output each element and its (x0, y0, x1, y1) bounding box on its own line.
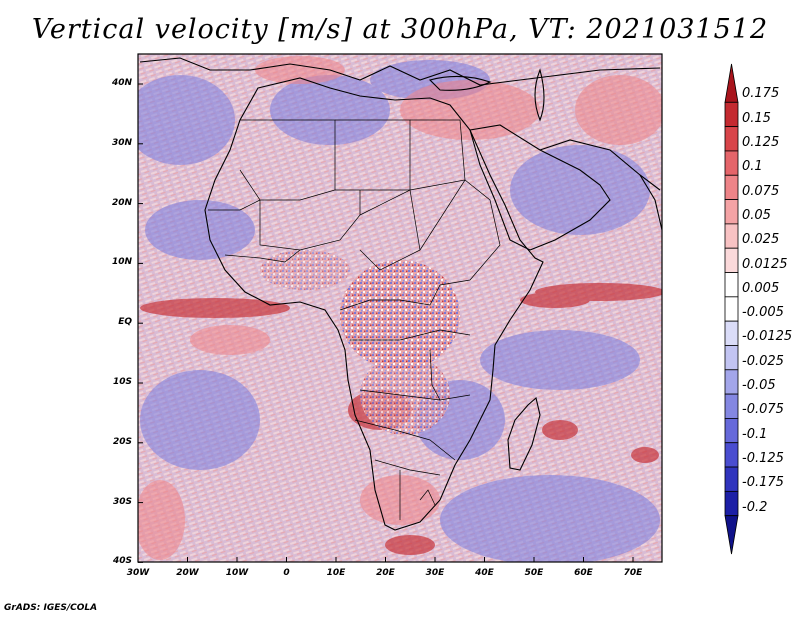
colorbar-swatch (724, 515, 739, 555)
lon-label: 20W (176, 568, 199, 578)
colorbar-label: 0.05 (742, 207, 771, 223)
colorbar-label: 0.075 (742, 183, 780, 199)
colorbar-swatch (724, 63, 739, 103)
colorbar-label: 0.025 (742, 232, 780, 248)
colorbar-label: -0.175 (742, 475, 784, 491)
lon-label: 50E (524, 568, 544, 578)
lon-label: 10W (225, 568, 249, 578)
colorbar-swatch (724, 345, 739, 371)
colorbar-swatch (724, 296, 739, 322)
colorbar-swatch (724, 174, 739, 200)
lon-label: 30W (126, 568, 150, 578)
colorbar (724, 63, 739, 555)
colorbar-swatch (724, 418, 739, 444)
colorbar-label: 0.1 (742, 159, 763, 175)
colorbar-label: -0.2 (742, 499, 768, 515)
lat-label: 10S (112, 377, 132, 387)
country-borders (208, 119, 501, 520)
colorbar-label: 0.15 (742, 110, 771, 126)
colorbar-swatch (724, 393, 739, 419)
colorbar-swatch (724, 150, 739, 176)
lon-label: 60E (574, 568, 593, 578)
colorbar-swatch (724, 490, 739, 517)
colorbar-label: -0.1 (742, 426, 768, 442)
colorbar-swatch (724, 369, 739, 395)
coastlines (139, 57, 662, 531)
colorbar-swatch (724, 272, 739, 298)
lat-label: 40S (112, 556, 132, 567)
lat-label: EQ (118, 317, 132, 328)
colorbar-swatch (724, 247, 739, 273)
colorbar-label: -0.025 (742, 353, 784, 369)
colorbar-swatch (724, 466, 739, 492)
lat-label: 20S (112, 436, 132, 447)
velocity-field (138, 54, 662, 562)
colorbar-swatch (724, 199, 739, 225)
convective-zone (260, 250, 460, 435)
lat-label: 30N (111, 137, 132, 148)
colorbar-label: -0.125 (742, 451, 784, 467)
lon-label: 0 (283, 568, 290, 578)
negative-regions (138, 60, 660, 562)
colorbar-label: 0.0125 (742, 256, 788, 272)
lon-label: 10E (326, 568, 346, 578)
colorbar-label: 0.175 (742, 86, 780, 102)
colorbar-label: 0.125 (742, 134, 780, 150)
colorbar-label: -0.0125 (742, 329, 793, 345)
colorbar-swatch (724, 126, 739, 152)
map-title: Vertical velocity [m/s] at 300hPa, VT: 2… (31, 14, 769, 45)
axis-ticks (137, 83, 634, 563)
credit-text: GrADS: IGES/COLA (4, 603, 98, 613)
lon-label: 20E (376, 568, 395, 578)
lat-label: 10N (111, 257, 132, 268)
colorbar-swatch (724, 442, 739, 468)
lat-label: 30S (112, 496, 132, 507)
colorbar-label: 0.005 (742, 280, 780, 296)
colorbar-swatch (724, 223, 739, 249)
lon-label: 40E (475, 568, 494, 578)
colorbar-label: -0.05 (742, 378, 776, 394)
lon-label: 30E (425, 568, 445, 578)
lat-label: 20N (111, 197, 132, 208)
colorbar-label: -0.005 (742, 305, 784, 321)
lon-label: 70E (623, 568, 643, 578)
lat-label: 40N (111, 78, 132, 88)
colorbar-swatch (724, 320, 739, 346)
colorbar-swatch (724, 101, 739, 128)
colorbar-label: -0.075 (742, 402, 784, 418)
plot-frame (137, 53, 663, 563)
